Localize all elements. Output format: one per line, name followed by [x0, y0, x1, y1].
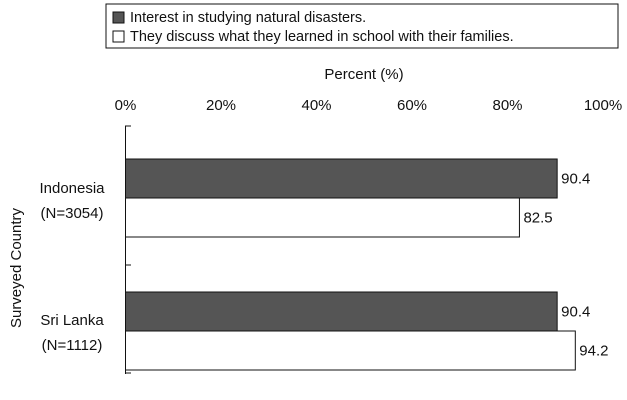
- bar-series-0-category-1: [125, 291, 558, 332]
- x-tick-label: 80%: [492, 97, 522, 114]
- value-label-series-1-category-1: 94.2: [579, 343, 608, 360]
- y-axis-title: Surveyed Country: [8, 207, 25, 328]
- value-label-series-1-category-0: 82.5: [523, 210, 552, 227]
- bar-series-0-category-0: [125, 158, 558, 199]
- legend-swatch-series-0: [112, 11, 125, 24]
- legend-label-series-1: They discuss what they learned in school…: [130, 29, 514, 45]
- category-label-line1: Sri Lanka: [40, 312, 104, 329]
- bar-series-1-category-1: [125, 330, 576, 371]
- bars: 90.4 82.5 90.4 94.2: [125, 158, 609, 371]
- x-tick-label: 60%: [397, 97, 427, 114]
- legend-swatch-series-1: [112, 30, 125, 43]
- legend-box: [105, 3, 619, 49]
- x-tick-label: 20%: [206, 97, 236, 114]
- value-label-series-0-category-0: 90.4: [561, 171, 590, 188]
- category-label-line2: (N=1112): [42, 337, 103, 354]
- x-tick-labels: 0% 20% 40% 60% 80% 100%: [115, 97, 623, 114]
- bar-series-1-category-0: [125, 197, 520, 238]
- legend-label-series-0: Interest in studying natural disasters.: [130, 10, 366, 26]
- x-tick-label: 40%: [301, 97, 331, 114]
- category-label-line1: Indonesia: [39, 180, 105, 197]
- x-tick-label: 100%: [584, 97, 622, 114]
- x-tick-label: 0%: [115, 97, 137, 114]
- category-label-line2: (N=3054): [41, 205, 104, 222]
- category-label-sri-lanka: Sri Lanka (N=1112): [40, 312, 104, 354]
- legend: Interest in studying natural disasters. …: [105, 3, 619, 49]
- x-axis-title: Percent (%): [324, 66, 403, 83]
- category-label-indonesia: Indonesia (N=3054): [39, 180, 105, 222]
- value-label-series-0-category-1: 90.4: [561, 304, 590, 321]
